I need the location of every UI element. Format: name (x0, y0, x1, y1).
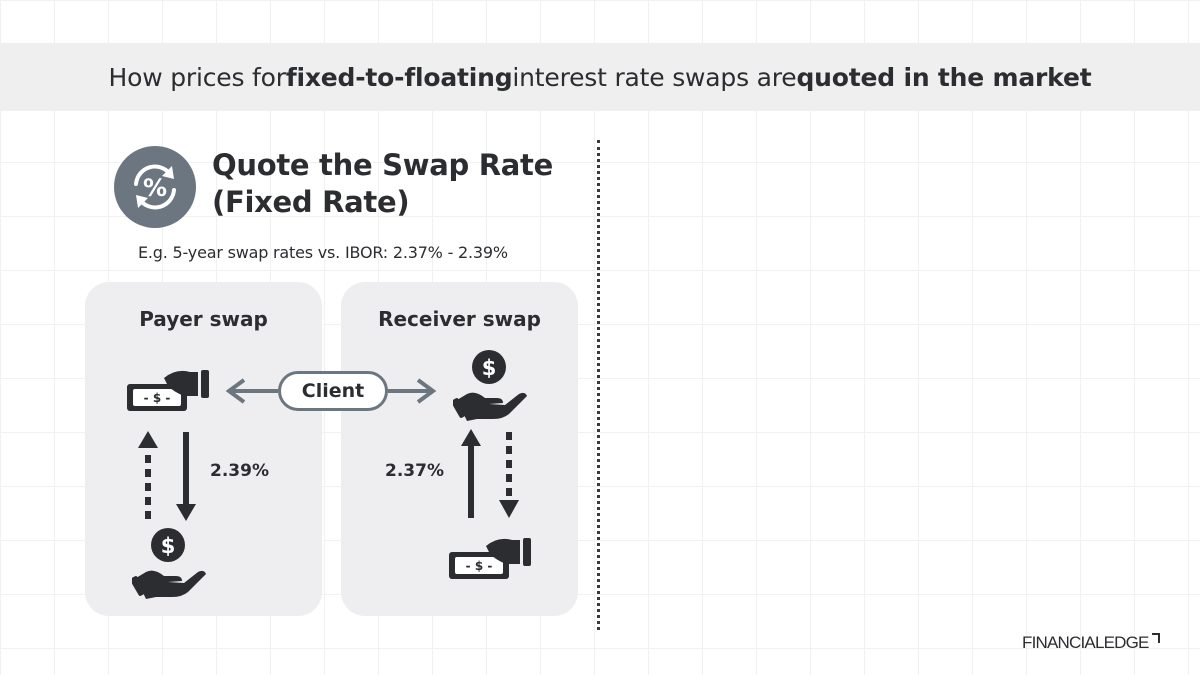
heading-line-1: Quote the Swap Rate (212, 148, 553, 182)
svg-text:- $ -: - $ - (144, 391, 171, 405)
example-text: E.g. 5-year swap rates vs. IBOR: 2.37% -… (138, 243, 508, 262)
receiver-rate: 2.37% (385, 461, 444, 481)
payer-rate: 2.39% (210, 461, 269, 481)
title-bold-2: quoted in the market (796, 62, 1092, 92)
title-text-1: How prices for (108, 62, 286, 92)
payer-swap-panel: Payer swap (85, 282, 322, 616)
svg-text:$: $ (482, 356, 497, 380)
coin-hand-icon: $ (132, 528, 206, 599)
cash-hand-icon: - $ - (449, 538, 531, 579)
financial-edge-logo: FINANCIALEDGE (1022, 633, 1149, 652)
cash-hand-icon: - $ - (127, 370, 209, 411)
logo-bracket-mark (1152, 633, 1160, 643)
receiver-swap-title: Receiver swap (378, 307, 541, 331)
payer-swap-title: Payer swap (139, 307, 268, 331)
title-text-2: interest rate swaps are (512, 62, 797, 92)
heading-line-2: (Fixed Rate) (212, 185, 410, 219)
dotted-divider (597, 140, 600, 630)
svg-text:%: % (143, 174, 167, 202)
title-bold-1: fixed-to-floating (285, 62, 513, 92)
svg-text:$: $ (161, 534, 176, 558)
section-heading: Quote the Swap Rate (Fixed Rate) (212, 147, 582, 221)
svg-text:- $ -: - $ - (466, 559, 493, 573)
percent-exchange-icon: % (114, 146, 196, 228)
coin-hand-icon: $ (453, 350, 527, 421)
title-banner: How prices for fixed-to-floating interes… (0, 43, 1200, 111)
client-label: Client (278, 371, 388, 411)
